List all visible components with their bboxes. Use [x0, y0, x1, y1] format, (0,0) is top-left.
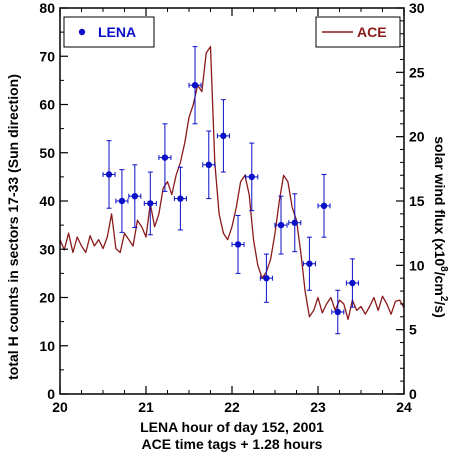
y-right-tick-label-1: 5: [409, 322, 417, 338]
lena-point-1: [115, 169, 129, 233]
y-right-title-prefix: solar wind flux (x10: [432, 136, 448, 266]
x-tick-label-2: 22: [224, 399, 240, 415]
y-left-tick-label-6: 60: [39, 97, 55, 113]
lena-marker-8: [220, 132, 227, 140]
lena-marker-7: [205, 161, 212, 169]
lena-point-5: [173, 166, 187, 231]
ace-series-line: [59, 45, 405, 321]
x-tick-label-3: 23: [310, 399, 326, 415]
lena-marker-3: [147, 200, 154, 207]
lena-legend-label: LENA: [98, 24, 136, 40]
y-right-tick-label-4: 20: [409, 129, 425, 145]
lena-point-8: [216, 99, 230, 173]
lena-point-14: [302, 236, 316, 291]
lena-point-3: [143, 171, 157, 236]
lena-point-12: [274, 195, 288, 255]
y-left-tick-label-0: 0: [47, 386, 55, 402]
lena-marker-10: [248, 173, 255, 181]
y-left-tick-label-8: 80: [39, 0, 55, 16]
lena-legend-marker: [78, 28, 86, 36]
y-right-tick-label-6: 30: [409, 0, 425, 16]
y-left-tick-label-5: 50: [39, 145, 55, 161]
lena-point-4: [158, 123, 172, 192]
ace-series-layer: [59, 45, 405, 321]
lena-legend: LENA: [63, 16, 155, 48]
lena-marker-15: [320, 202, 328, 210]
lena-point-2: [128, 164, 142, 229]
y-right-title-exp1: 8: [438, 266, 449, 272]
lena-point-13: [288, 193, 302, 253]
lena-marker-0: [105, 171, 113, 178]
y-left-tick-label-2: 20: [39, 290, 55, 306]
y-right-title-mid: /cm: [432, 272, 448, 296]
lena-marker-4: [161, 154, 169, 161]
y-right-tick-label-0: 0: [409, 386, 417, 402]
lena-marker-11: [263, 275, 270, 282]
lena-series-layer: [102, 46, 359, 335]
y-right-tick-label-3: 15: [409, 193, 425, 209]
plot-frame: [59, 7, 405, 395]
lena-point-16: [331, 289, 345, 335]
y-axis-title-left: total H counts in sectors 17-33 (Sun dir…: [5, 74, 21, 380]
lena-point-15: [317, 173, 331, 238]
lena-marker-6: [191, 82, 199, 89]
lena-marker-2: [131, 192, 139, 200]
x-axis-title: LENA hour of day 152, 2001: [140, 419, 324, 435]
lena-point-0: [102, 140, 116, 209]
ace-legend-label: ACE: [357, 24, 387, 40]
lena-marker-14: [306, 260, 313, 267]
x-tick-label-4: 24: [396, 399, 412, 415]
lena-marker-12: [277, 221, 285, 229]
y-left-tick-label-3: 30: [39, 241, 55, 257]
lena-point-9: [231, 214, 245, 274]
lena-marker-5: [177, 195, 184, 202]
y-left-tick-label-4: 40: [39, 193, 55, 209]
lena-marker-13: [291, 219, 298, 226]
y-left-tick-label-1: 10: [39, 338, 55, 354]
lena-marker-9: [234, 241, 242, 248]
lena-point-6: [188, 46, 202, 125]
lena-point-11: [259, 253, 273, 303]
lena-point-7: [202, 130, 216, 200]
lena-marker-16: [334, 308, 341, 316]
y-right-title-exp2: 2: [438, 296, 449, 302]
lena-point-17: [345, 258, 359, 308]
x-tick-label-1: 21: [138, 399, 154, 415]
y-axis-title-right: solar wind flux (x108/cm2/s): [432, 136, 449, 318]
y-right-title-suffix: /s): [432, 301, 448, 317]
y-right-tick-label-5: 25: [409, 64, 425, 80]
x-tick-label-0: 20: [52, 399, 68, 415]
ace-legend: ACE: [315, 16, 401, 48]
lena-marker-17: [349, 279, 356, 287]
lena-point-10: [245, 142, 259, 212]
lena-marker-1: [118, 197, 126, 205]
y-left-tick-label-7: 70: [39, 48, 55, 64]
x-axis-subtitle: ACE time tags + 1.28 hours: [142, 436, 323, 452]
y-right-tick-label-2: 10: [409, 257, 425, 273]
